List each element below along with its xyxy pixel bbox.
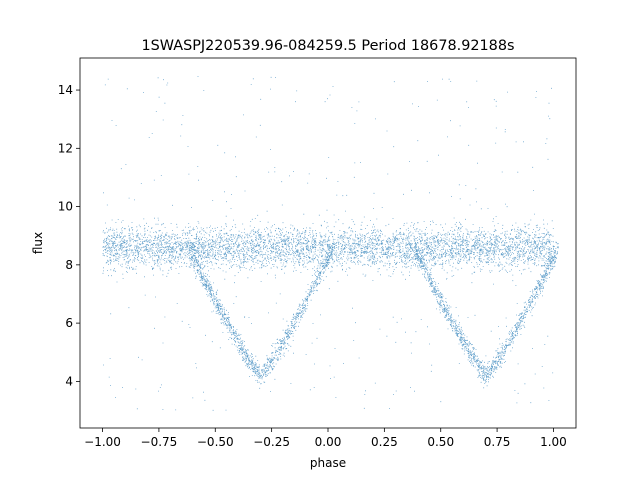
- x-tick-label: 0.50: [427, 435, 454, 449]
- x-tick-label: −1.00: [84, 435, 121, 449]
- y-tick-label: 6: [65, 316, 73, 330]
- y-axis: 4 6 8 10 12 14: [58, 83, 80, 388]
- y-axis-label: flux: [31, 232, 45, 254]
- x-tick-label: −0.75: [141, 435, 178, 449]
- x-tick-label: 0.75: [484, 435, 511, 449]
- x-axis: −1.00 −0.75 −0.50 −0.25 0.00 0.25 0.50 0.75 1.00: [84, 428, 567, 449]
- chart-title: 1SWASPJ220539.96-084259.5 Period 18678.9…: [142, 38, 515, 54]
- y-tick-label: 10: [58, 200, 73, 214]
- y-tick-label: 14: [58, 83, 73, 97]
- y-tick-label: 4: [65, 374, 73, 388]
- x-tick-label: 0.00: [315, 435, 342, 449]
- x-tick-label: −0.25: [253, 435, 290, 449]
- y-tick-label: 12: [58, 141, 73, 155]
- y-tick-label: 8: [65, 258, 73, 272]
- x-tick-label: −0.50: [197, 435, 234, 449]
- x-axis-label: phase: [310, 456, 346, 470]
- x-tick-label: 1.00: [540, 435, 567, 449]
- x-tick-label: 0.25: [371, 435, 398, 449]
